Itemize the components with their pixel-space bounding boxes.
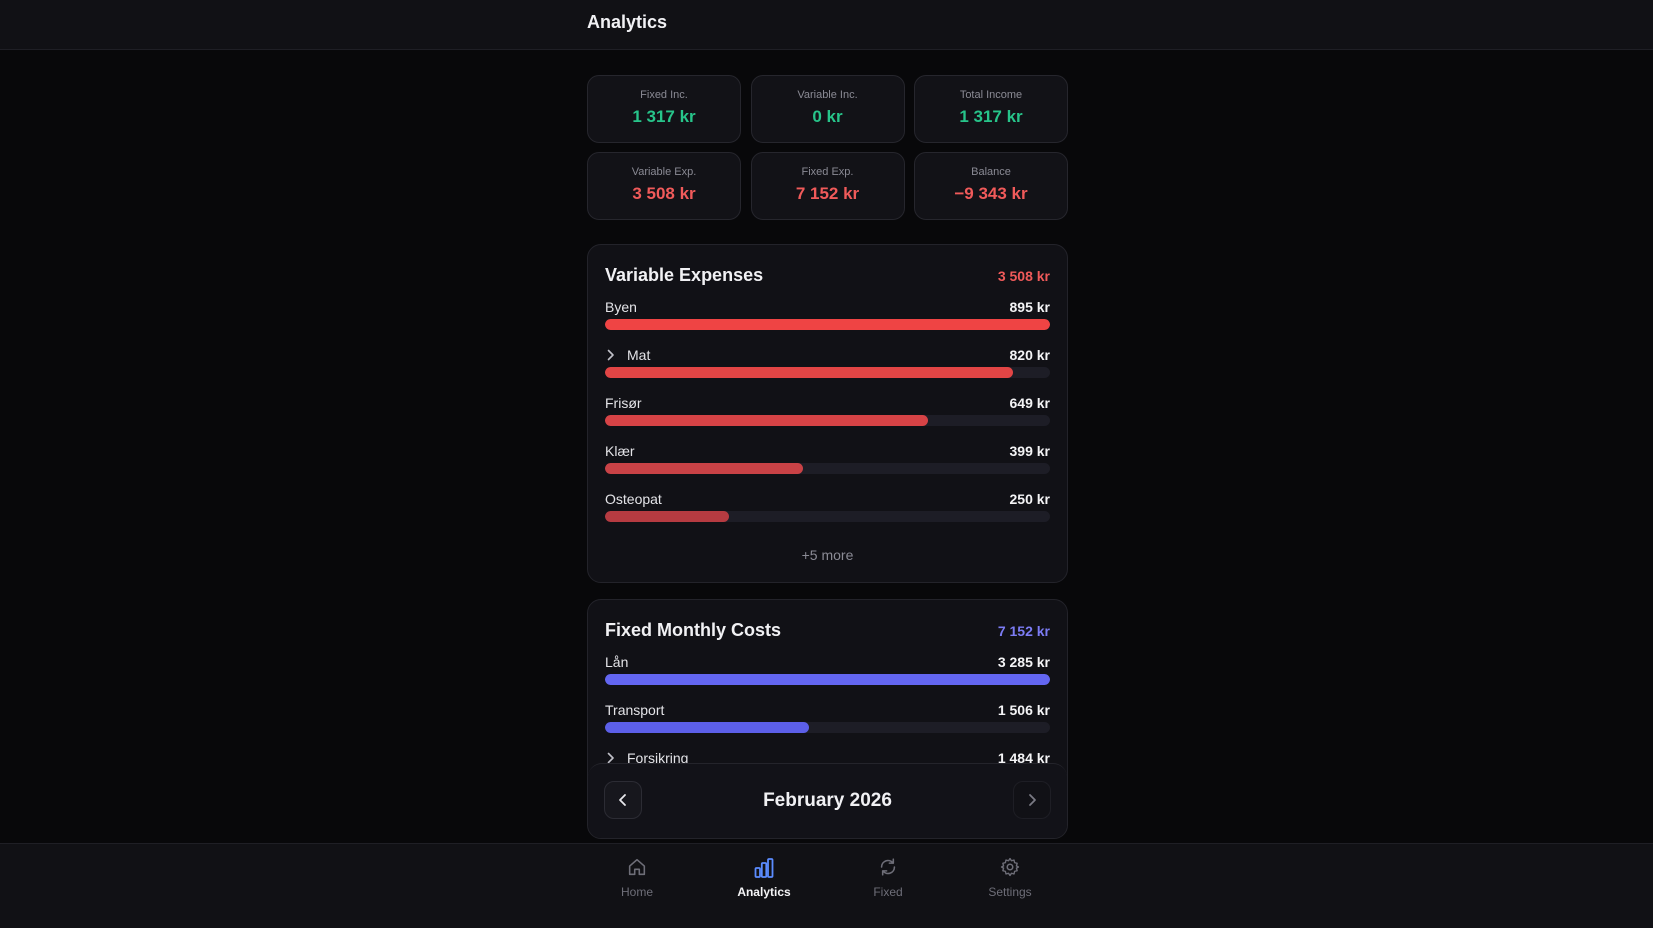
variable-expenses-card: Variable Expenses 3 508 kr Byen 895 kr Mat… <box>587 244 1068 583</box>
stat-label: Fixed Exp. <box>801 166 854 178</box>
tab-label: Settings <box>988 885 1032 899</box>
row-label: Osteopat <box>605 491 662 507</box>
row-amount: 1 484 kr <box>997 750 1050 766</box>
stat-label: Total Income <box>959 89 1023 101</box>
chevron-right-icon[interactable] <box>605 751 617 768</box>
stat-label: Variable Exp. <box>631 166 697 178</box>
home-icon <box>628 858 646 876</box>
progress-track <box>605 511 1050 522</box>
row-amount: 649 kr <box>1009 395 1050 411</box>
stat-total-income: Total Income 1 317 kr <box>914 75 1068 143</box>
row-amount: 1 506 kr <box>997 702 1050 718</box>
stat-value: 0 kr <box>812 107 843 126</box>
expense-row[interactable]: Mat 820 kr <box>605 347 1050 395</box>
previous-month-button[interactable] <box>604 781 642 819</box>
tab-fixed[interactable]: Fixed <box>843 856 933 899</box>
row-label: Klær <box>605 443 635 459</box>
stat-label: Fixed Inc. <box>640 89 688 101</box>
expense-row: Frisør 649 kr <box>605 395 1050 443</box>
stat-fixed-expenses: Fixed Exp. 7 152 kr <box>750 152 905 220</box>
stat-value: 1 317 kr <box>632 107 696 126</box>
chevron-right-icon <box>1029 794 1036 806</box>
stat-value: 3 508 kr <box>632 184 696 203</box>
current-month-label: February 2026 <box>763 790 892 811</box>
tab-settings[interactable]: Settings <box>965 856 1055 899</box>
tab-label: Home <box>620 885 653 899</box>
tab-label: Fixed <box>873 885 903 899</box>
progress-track <box>605 674 1050 685</box>
progress-fill <box>605 463 804 474</box>
progress-track <box>605 367 1050 378</box>
row-amount: 820 kr <box>1009 347 1050 363</box>
month-navigator: February 2026 <box>588 763 1067 838</box>
card-header: Fixed Monthly Costs 7 152 kr <box>605 620 1050 644</box>
stat-label: Variable Inc. <box>797 89 858 101</box>
stat-variable-income: Variable Inc. 0 kr <box>750 75 905 143</box>
row-label: Mat <box>627 347 651 363</box>
row-label: Forsikring <box>627 750 689 766</box>
row-label: Byen <box>605 299 637 315</box>
expense-row: Klær 399 kr <box>605 443 1050 491</box>
stat-value: 7 152 kr <box>795 184 860 203</box>
row-label: Frisør <box>605 395 642 411</box>
expense-row: Lån 3 285 kr <box>605 654 1050 702</box>
row-amount: 3 285 kr <box>997 654 1050 670</box>
progress-track <box>605 319 1050 330</box>
card-total: 7 152 kr <box>997 623 1050 639</box>
row-label: Transport <box>605 702 665 718</box>
expense-list: Byen 895 kr Mat 820 kr Frisør 649 kr Klær 399 k… <box>605 299 1050 539</box>
chevron-right-icon[interactable] <box>605 348 617 365</box>
bar-chart-icon <box>754 858 774 878</box>
expense-row: Osteopat 250 kr <box>605 491 1050 539</box>
top-bar: Analytics <box>0 0 1653 50</box>
page-title: Analytics <box>587 12 668 32</box>
refresh-icon <box>880 858 896 876</box>
stat-variable-expenses: Variable Exp. 3 508 kr <box>587 152 741 220</box>
bottom-navigation: Home Analytics Fixed <box>0 843 1653 928</box>
tab-home[interactable]: Home <box>592 856 682 899</box>
stat-value: −9 343 kr <box>954 184 1028 203</box>
progress-fill <box>605 415 928 426</box>
card-total: 3 508 kr <box>997 268 1050 284</box>
row-amount: 250 kr <box>1009 491 1050 507</box>
row-label: Lån <box>605 654 629 670</box>
progress-track <box>605 415 1050 426</box>
expense-row: Byen 895 kr <box>605 299 1050 347</box>
card-title: Fixed Monthly Costs <box>605 620 782 640</box>
progress-fill <box>605 674 1050 685</box>
row-amount: 895 kr <box>1009 299 1050 315</box>
next-month-button[interactable] <box>1013 781 1051 819</box>
row-amount: 399 kr <box>1009 443 1050 459</box>
expense-row: Transport 1 506 kr <box>605 702 1050 750</box>
progress-fill <box>605 511 730 522</box>
progress-track <box>605 463 1050 474</box>
card-title: Variable Expenses <box>605 265 764 285</box>
stat-balance: Balance −9 343 kr <box>914 152 1068 220</box>
tab-analytics[interactable]: Analytics <box>719 856 809 899</box>
tab-label: Analytics <box>737 885 791 899</box>
summary-stats: Fixed Inc. 1 317 kr Variable Inc. 0 kr T… <box>587 75 1068 220</box>
stat-label: Balance <box>971 166 1011 178</box>
stat-value: 1 317 kr <box>959 107 1023 126</box>
progress-track <box>605 722 1050 733</box>
show-more-link[interactable]: +5 more <box>801 547 854 563</box>
progress-fill <box>605 367 1013 378</box>
chevron-left-icon <box>619 794 626 806</box>
stat-fixed-income: Fixed Inc. 1 317 kr <box>587 75 741 143</box>
card-header: Variable Expenses 3 508 kr <box>605 265 1050 289</box>
progress-fill <box>605 319 1050 330</box>
gear-icon <box>1000 857 1020 877</box>
progress-fill <box>605 722 809 733</box>
